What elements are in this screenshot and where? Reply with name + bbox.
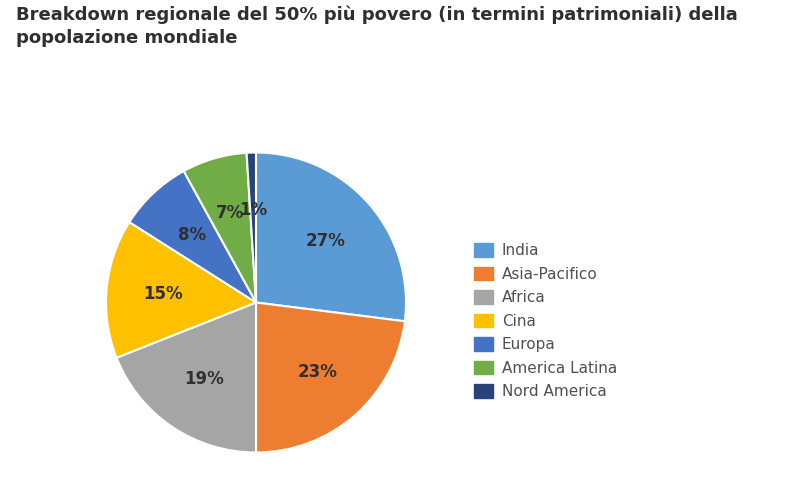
Wedge shape	[117, 302, 256, 452]
Wedge shape	[130, 171, 256, 302]
Text: Breakdown regionale del 50% più povero (in termini patrimoniali) della
popolazio: Breakdown regionale del 50% più povero (…	[16, 5, 738, 47]
Text: 23%: 23%	[298, 364, 338, 382]
Wedge shape	[256, 302, 405, 452]
Wedge shape	[106, 222, 256, 358]
Text: 8%: 8%	[178, 226, 206, 244]
Text: 1%: 1%	[239, 200, 267, 218]
Text: 19%: 19%	[184, 370, 224, 388]
Wedge shape	[184, 153, 256, 302]
Text: 27%: 27%	[306, 232, 346, 250]
Wedge shape	[246, 152, 256, 302]
Text: 15%: 15%	[144, 284, 183, 302]
Text: 7%: 7%	[216, 204, 244, 222]
Legend: India, Asia-Pacifico, Africa, Cina, Europa, America Latina, Nord America: India, Asia-Pacifico, Africa, Cina, Euro…	[470, 238, 622, 404]
Wedge shape	[256, 152, 406, 322]
